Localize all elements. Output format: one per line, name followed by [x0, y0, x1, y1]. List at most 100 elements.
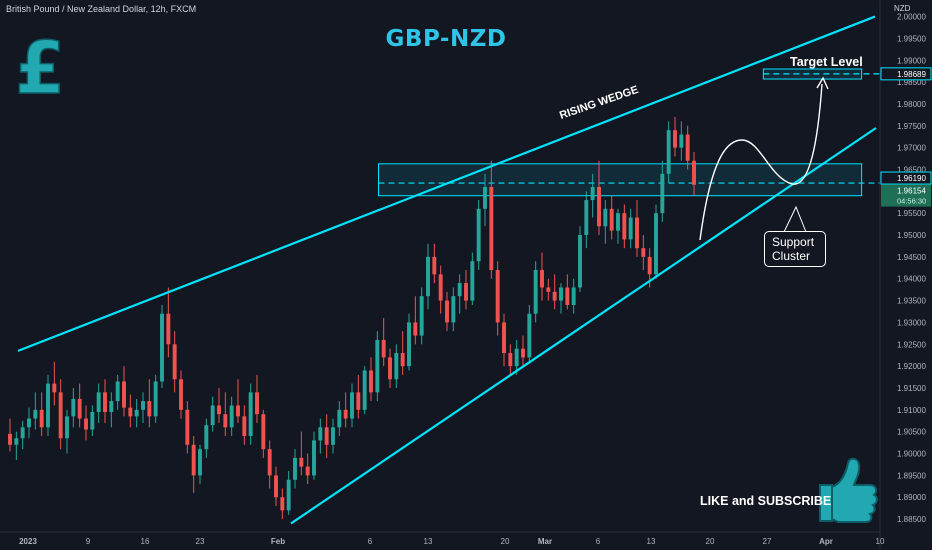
- candle: [685, 125, 690, 170]
- candle-body: [160, 313, 164, 382]
- callout-pointer: [783, 205, 807, 233]
- candle: [381, 318, 386, 367]
- candle: [546, 278, 551, 301]
- candle-body: [185, 409, 190, 445]
- candle-body: [236, 405, 240, 417]
- candle-body: [660, 173, 665, 214]
- price-tick-label: 1.88500: [897, 515, 926, 524]
- time-axis[interactable]: 2023 9 16 23 Feb 6 13 20 Mar 6 13 20 27 Apr 10: [0, 531, 885, 546]
- candle-body: [445, 300, 449, 323]
- price-tick-label: 1.89000: [897, 493, 926, 502]
- candle: [394, 344, 399, 388]
- candle: [337, 401, 342, 437]
- candle-body: [673, 130, 677, 148]
- candle: [96, 383, 101, 423]
- symbol-header[interactable]: British Pound / New Zealand Dollar, 12h,…: [6, 4, 197, 14]
- date-tick-label: Apr: [819, 537, 833, 546]
- candle: [71, 387, 76, 428]
- candle-body: [223, 414, 228, 428]
- candle-body: [337, 409, 342, 428]
- candle: [654, 204, 658, 279]
- candle-body: [616, 213, 620, 231]
- candle: [489, 160, 494, 279]
- candle-body: [647, 256, 652, 275]
- candle-body: [502, 322, 506, 354]
- bar-countdown: 04:56:30: [897, 197, 926, 206]
- candle-body: [52, 383, 57, 393]
- candle: [248, 383, 253, 445]
- candle: [84, 405, 88, 441]
- candle-body: [666, 130, 671, 174]
- candle-body: [451, 296, 456, 323]
- candle: [673, 117, 677, 157]
- candle-body: [172, 344, 177, 380]
- wedge-upper-line: [17, 15, 876, 352]
- wedge-lower-line: [290, 127, 877, 525]
- candle: [293, 449, 297, 489]
- date-tick-label: 20: [706, 537, 715, 546]
- price-tick-label: 1.95500: [897, 209, 926, 218]
- price-tick-label: 2.00000: [897, 13, 926, 22]
- support-cluster-callout: Support Cluster: [764, 231, 826, 267]
- pound-glyph: £: [15, 26, 65, 110]
- candle: [286, 471, 291, 515]
- candle-body: [286, 479, 291, 511]
- candle: [236, 379, 240, 423]
- candle-body: [312, 440, 316, 476]
- candle-body: [8, 433, 12, 445]
- candle: [660, 160, 665, 222]
- candle: [274, 466, 278, 506]
- candle: [445, 291, 449, 332]
- candle-body: [571, 287, 576, 305]
- candle-body: [71, 398, 76, 417]
- candle: [134, 398, 139, 428]
- candle-body: [274, 475, 278, 498]
- candle: [166, 287, 171, 358]
- candle: [305, 453, 310, 485]
- candle-body: [350, 392, 354, 419]
- candle: [476, 200, 481, 270]
- candle-body: [242, 416, 247, 437]
- candle-body: [476, 208, 481, 262]
- candle: [438, 265, 443, 314]
- candle-body: [413, 322, 418, 336]
- candle: [299, 431, 304, 476]
- candle: [400, 331, 405, 375]
- candle-body: [635, 217, 639, 249]
- candle: [8, 418, 12, 452]
- candle: [261, 409, 266, 458]
- candle-body: [470, 261, 475, 301]
- candle-body: [514, 348, 519, 367]
- candle-body: [324, 427, 329, 445]
- candle: [578, 226, 582, 292]
- candle-body: [229, 405, 234, 428]
- candle: [527, 304, 532, 362]
- candle-body: [217, 405, 221, 415]
- candle: [407, 313, 411, 371]
- candle: [103, 379, 107, 423]
- candle-body: [654, 213, 658, 275]
- candle-body: [147, 401, 152, 417]
- candle-body: [489, 186, 494, 270]
- date-tick-label: Mar: [538, 537, 552, 546]
- candle-body: [578, 235, 582, 288]
- price-axis[interactable]: 2.00000 1.99500 1.99000 1.98500 1.98000 1.975…: [879, 0, 932, 550]
- candle: [229, 396, 234, 437]
- candle: [242, 405, 247, 445]
- candle: [502, 313, 506, 367]
- candle: [20, 420, 25, 450]
- candle-body: [609, 208, 614, 231]
- candle-body: [565, 287, 570, 305]
- candle: [413, 296, 418, 345]
- date-tick-label: 10: [876, 537, 885, 546]
- candle: [185, 401, 190, 454]
- candle-body: [267, 449, 272, 476]
- candle: [692, 152, 696, 196]
- candle-body: [419, 296, 424, 336]
- candle: [217, 387, 221, 423]
- candle: [470, 252, 475, 305]
- candle: [679, 121, 684, 161]
- candle: [495, 261, 500, 336]
- date-tick-label: 27: [763, 537, 772, 546]
